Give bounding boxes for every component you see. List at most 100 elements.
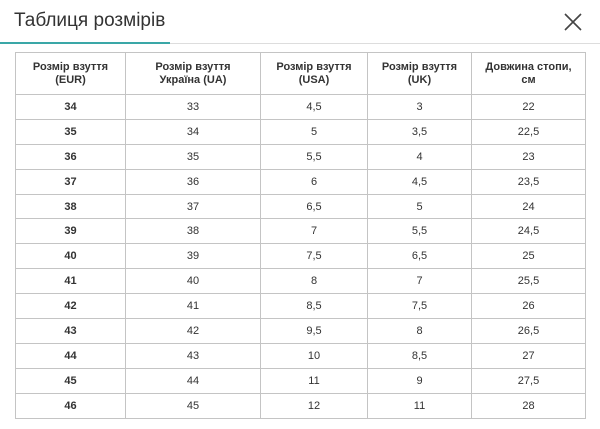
table-cell: 12 — [260, 392, 368, 419]
column-header: Розмір взуття Україна (UA) — [125, 52, 261, 95]
size-table: Розмір взуття (EUR) Розмір взуття Україна (… — [15, 52, 586, 419]
table-cell: 40 — [125, 268, 261, 295]
table-cell: 26 — [471, 293, 586, 320]
table-cell: 7,5 — [367, 293, 472, 320]
table-cell: 37 — [15, 168, 126, 195]
table-cell: 43 — [15, 318, 126, 344]
table-cell: 4,5 — [367, 168, 472, 195]
header-line: Розмір взуття — [381, 60, 458, 73]
table-cell: 34 — [125, 118, 261, 145]
table-row: 38 37 6,5 5 24 — [15, 193, 586, 220]
table-row: 44 43 10 8,5 27 — [15, 342, 586, 369]
table-cell: 40 — [15, 243, 126, 270]
table-cell: 25,5 — [471, 268, 586, 295]
table-cell: 27,5 — [471, 367, 586, 394]
table-cell: 23 — [471, 143, 586, 170]
table-cell: 46 — [15, 392, 126, 419]
column-header: Розмір взуття (USA) — [260, 52, 368, 95]
column-header: Розмір взуття (UK) — [367, 52, 472, 95]
table-row: 36 35 5,5 4 23 — [15, 143, 586, 170]
table-cell: 6,5 — [260, 193, 368, 220]
table-cell: 6 — [260, 168, 368, 195]
table-cell: 44 — [15, 342, 126, 369]
table-body: 34 33 4,5 3 22 35 34 5 3,5 22,5 36 35 5,5 4 23 37 36 6 4,5… — [15, 94, 586, 419]
table-row: 37 36 6 4,5 23,5 — [15, 168, 586, 195]
table-cell: 33 — [125, 94, 261, 120]
close-button[interactable] — [563, 12, 583, 32]
table-cell: 38 — [15, 193, 126, 220]
header-line: Довжина стопи, — [485, 60, 572, 73]
header-row: Розмір взуття (EUR) Розмір взуття Україна (… — [15, 52, 586, 95]
table-cell: 3 — [367, 94, 472, 120]
header-line: Україна (UA) — [159, 73, 227, 86]
table-cell: 23,5 — [471, 168, 586, 195]
table-cell: 41 — [15, 268, 126, 295]
table-cell: 35 — [15, 118, 126, 145]
header-line: Розмір взуття — [155, 60, 231, 73]
table-cell: 42 — [125, 318, 261, 344]
table-cell: 43 — [125, 342, 261, 369]
table-cell: 8 — [367, 318, 472, 344]
table-cell: 24 — [471, 193, 586, 220]
modal-title: Таблиця розмірів — [14, 10, 166, 31]
table-cell: 10 — [260, 342, 368, 369]
table-cell: 24,5 — [471, 218, 586, 245]
table-cell: 11 — [260, 367, 368, 394]
table-cell: 8,5 — [260, 293, 368, 320]
table-cell: 9 — [367, 367, 472, 394]
table-cell: 9,5 — [260, 318, 368, 344]
column-header: Довжина стопи, см — [471, 52, 586, 95]
header-line: см — [521, 73, 536, 86]
table-row: 42 41 8,5 7,5 26 — [15, 293, 586, 320]
table-cell: 39 — [15, 218, 126, 245]
table-cell: 36 — [125, 168, 261, 195]
header-line: Розмір взуття — [276, 60, 352, 73]
table-cell: 26,5 — [471, 318, 586, 344]
table-row: 35 34 5 3,5 22,5 — [15, 118, 586, 145]
table-cell: 39 — [125, 243, 261, 270]
header-line: Розмір взуття — [32, 60, 109, 73]
table-cell: 35 — [125, 143, 261, 170]
table-row: 45 44 11 9 27,5 — [15, 367, 586, 394]
table-cell: 41 — [125, 293, 261, 320]
table-cell: 45 — [125, 392, 261, 419]
table-cell: 8 — [260, 268, 368, 295]
table-row: 40 39 7,5 6,5 25 — [15, 243, 586, 270]
table-cell: 7 — [367, 268, 472, 295]
table-cell: 5 — [367, 193, 472, 220]
table-cell: 42 — [15, 293, 126, 320]
table-cell: 8,5 — [367, 342, 472, 369]
table-row: 39 38 7 5,5 24,5 — [15, 218, 586, 245]
table-cell: 4 — [367, 143, 472, 170]
header-rule — [0, 43, 600, 44]
table-cell: 3,5 — [367, 118, 472, 145]
table-cell: 37 — [125, 193, 261, 220]
header-accent — [0, 42, 170, 44]
table-row: 41 40 8 7 25,5 — [15, 268, 586, 295]
table-cell: 45 — [15, 367, 126, 394]
table-cell: 28 — [471, 392, 586, 419]
table-cell: 11 — [367, 392, 472, 419]
table-cell: 27 — [471, 342, 586, 369]
table-cell: 5,5 — [367, 218, 472, 245]
table-cell: 22,5 — [471, 118, 586, 145]
table-cell: 7 — [260, 218, 368, 245]
table-row: 46 45 12 11 28 — [15, 392, 586, 419]
table-cell: 22 — [471, 94, 586, 120]
header-line: (UK) — [407, 73, 432, 86]
table-cell: 4,5 — [260, 94, 368, 120]
table-cell: 44 — [125, 367, 261, 394]
table-cell: 7,5 — [260, 243, 368, 270]
header-line: (USA) — [298, 73, 330, 86]
table-cell: 5,5 — [260, 143, 368, 170]
table-cell: 6,5 — [367, 243, 472, 270]
table-cell: 36 — [15, 143, 126, 170]
table-row: 43 42 9,5 8 26,5 — [15, 318, 586, 344]
table-cell: 5 — [260, 118, 368, 145]
column-header: Розмір взуття (EUR) — [15, 52, 126, 95]
table-cell: 34 — [15, 94, 126, 120]
header-line: (EUR) — [55, 73, 86, 86]
table-cell: 25 — [471, 243, 586, 270]
table-row: 34 33 4,5 3 22 — [15, 94, 586, 120]
